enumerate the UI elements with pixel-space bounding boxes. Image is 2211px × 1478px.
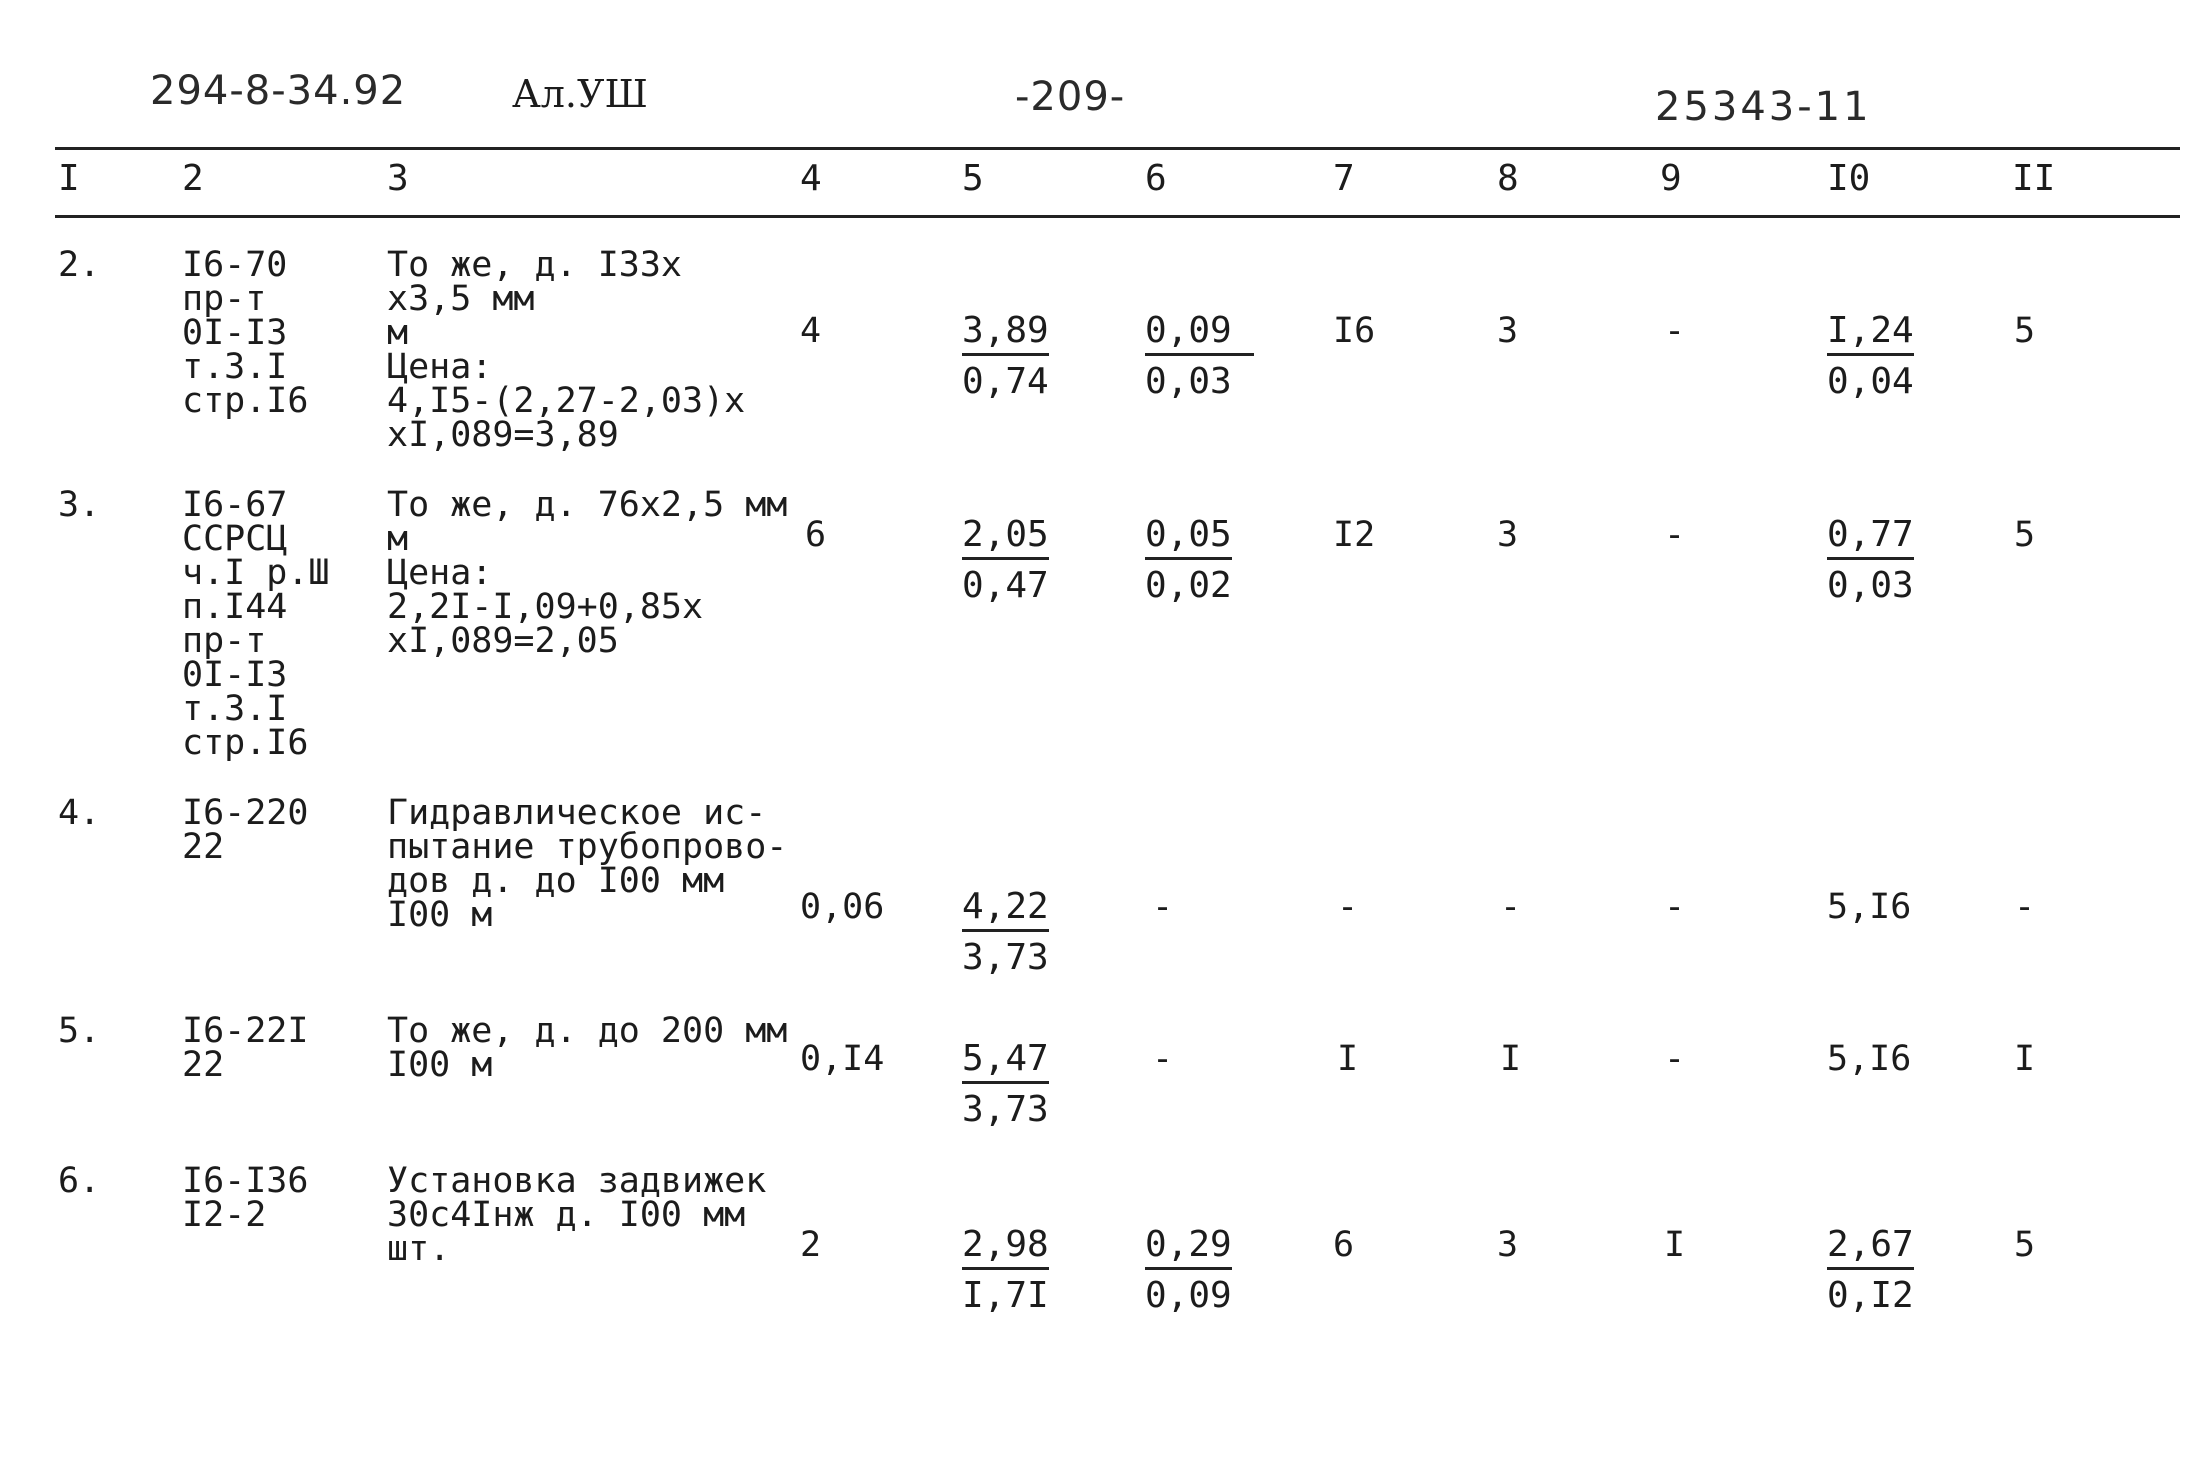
- unit-cost-wages: 3,73: [962, 1089, 1049, 1130]
- col8-value: 3: [1497, 311, 1519, 351]
- quantity: 0,I4: [800, 1039, 885, 1079]
- total-cost-wages: 0,04: [1827, 361, 1914, 402]
- work-description: То же, д. I33х х3,5 мм м Цена: 4,I5-(2,2…: [387, 245, 746, 455]
- col11-value: I: [2014, 1039, 2036, 1079]
- total-cost: I,24 0,04: [1827, 310, 1914, 402]
- machine-cost-total: 0,05: [1145, 515, 1232, 560]
- document-code: 294-8-34.92: [150, 68, 407, 114]
- quantity: 4: [800, 311, 822, 351]
- col9-value: I: [1664, 1225, 1686, 1265]
- col8-value: -: [1500, 887, 1522, 927]
- total-cost-value: 2,67: [1827, 1225, 1914, 1270]
- unit-cost: 3,89 0,74: [962, 310, 1049, 402]
- unit-cost-wages: 3,73: [962, 937, 1049, 978]
- unit-cost-total: 2,98: [962, 1225, 1049, 1270]
- total-cost: 2,67 0,I2: [1827, 1224, 1914, 1316]
- column-header-1: I: [58, 158, 80, 199]
- row-number: 6.: [58, 1161, 101, 1201]
- page-number: -209-: [1015, 74, 1126, 120]
- col8-value: 3: [1497, 515, 1519, 555]
- machine-cost-wages: 0,03: [1145, 361, 1232, 402]
- unit-cost-total: 4,22: [962, 887, 1049, 932]
- column-header-5: 5: [962, 158, 984, 199]
- col7-value: I: [1337, 1039, 1359, 1079]
- unit-cost: 2,98 I,7I: [962, 1224, 1049, 1316]
- col9-value: -: [1664, 515, 1686, 555]
- total-cost-wages: 0,03: [1827, 565, 1914, 606]
- rate-code: I6-22I 22: [182, 1011, 309, 1085]
- total-cost: 5,I6: [1827, 1039, 1912, 1079]
- machine-cost-wages: 0,09: [1145, 1275, 1232, 1316]
- column-header-8: 8: [1497, 158, 1519, 199]
- unit-cost-wages: 0,74: [962, 361, 1049, 402]
- machine-cost: 0,05 0,02: [1145, 514, 1232, 606]
- unit-cost: 5,47 3,73: [962, 1038, 1049, 1130]
- row-number: 3.: [58, 485, 101, 525]
- header-top-rule: [55, 147, 2180, 150]
- col9-value: -: [1664, 1039, 1686, 1079]
- work-description: Установка задвижек 30с4Iнж д. I00 мм шт.: [387, 1161, 767, 1269]
- column-header-7: 7: [1333, 158, 1355, 199]
- col7-value: 6: [1333, 1225, 1355, 1265]
- unit-cost-total: 3,89: [962, 311, 1049, 356]
- column-header-11: II: [2012, 158, 2056, 199]
- unit-cost-wages: I,7I: [962, 1275, 1049, 1316]
- column-header-3: 3: [387, 158, 409, 199]
- rate-code: I6-220 22: [182, 793, 309, 867]
- rate-code: I6-I36 I2-2: [182, 1161, 309, 1235]
- col7-value: -: [1337, 887, 1359, 927]
- col9-value: -: [1664, 887, 1686, 927]
- rate-code: I6-67 ССРСЦ ч.I р.Ш п.I44 пр-т 0I-I3 т.3…: [182, 485, 330, 763]
- col7-value: I6: [1333, 311, 1376, 351]
- row-number: 2.: [58, 245, 101, 285]
- unit-cost: 4,22 3,73: [962, 886, 1049, 978]
- total-cost-wages: 0,I2: [1827, 1275, 1914, 1316]
- total-cost: 0,77 0,03: [1827, 514, 1914, 606]
- header-bottom-rule: [55, 215, 2180, 218]
- col11-value: 5: [2014, 515, 2036, 555]
- col11-value: -: [2014, 887, 2036, 927]
- column-header-6: 6: [1145, 158, 1167, 199]
- col8-value: I: [1500, 1039, 1522, 1079]
- col9-value: -: [1664, 311, 1686, 351]
- unit-cost: 2,05 0,47: [962, 514, 1049, 606]
- machine-cost: 0,09 0,03: [1145, 310, 1254, 402]
- machine-cost: 0,29 0,09: [1145, 1224, 1232, 1316]
- quantity: 2: [800, 1225, 822, 1265]
- column-header-4: 4: [800, 158, 822, 199]
- work-description: Гидравлическое ис- пытание трубопрово- д…: [387, 793, 788, 935]
- unit-cost-wages: 0,47: [962, 565, 1049, 606]
- row-number: 5.: [58, 1011, 101, 1051]
- rate-code: I6-70 пр-т 0I-I3 т.3.I стр.I6: [182, 245, 309, 421]
- machine-cost-total: 0,29: [1145, 1225, 1232, 1270]
- unit-cost-total: 5,47: [962, 1039, 1049, 1084]
- column-header-9: 9: [1660, 158, 1682, 199]
- column-header-10: I0: [1827, 158, 1871, 199]
- total-cost: 5,I6: [1827, 887, 1912, 927]
- machine-cost-total: 0,09: [1145, 311, 1254, 356]
- row-number: 4.: [58, 793, 101, 833]
- work-description: То же, д. до 200 мм I00 м: [387, 1011, 788, 1085]
- quantity: 0,06: [800, 887, 885, 927]
- album-label: Ал.УШ: [512, 72, 648, 116]
- machine-cost-wages: 0,02: [1145, 565, 1232, 606]
- unit-cost-total: 2,05: [962, 515, 1049, 560]
- col11-value: 5: [2014, 1225, 2036, 1265]
- column-header-2: 2: [182, 158, 204, 199]
- total-cost-value: I,24: [1827, 311, 1914, 356]
- col7-value: I2: [1333, 515, 1376, 555]
- total-cost-value: 0,77: [1827, 515, 1914, 560]
- machine-cost: -: [1152, 1039, 1174, 1079]
- work-description: То же, д. 76х2,5 мм м Цена: 2,2I-I,09+0,…: [387, 485, 788, 661]
- machine-cost: -: [1152, 887, 1174, 927]
- col8-value: 3: [1497, 1225, 1519, 1265]
- quantity: 6: [805, 515, 827, 555]
- col11-value: 5: [2014, 311, 2036, 351]
- sheet-code: 25343-11: [1655, 84, 1872, 130]
